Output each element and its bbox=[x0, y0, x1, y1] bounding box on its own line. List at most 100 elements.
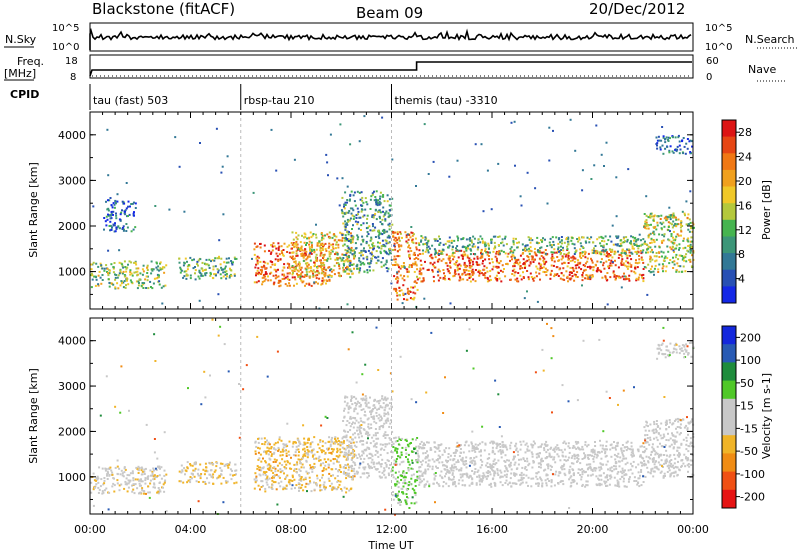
echo-cell bbox=[318, 447, 321, 450]
echo-cell bbox=[390, 259, 393, 261]
freq-label: Freq. bbox=[17, 55, 44, 68]
echo-cell bbox=[379, 217, 381, 220]
freq-tick-bottom: 8 bbox=[70, 72, 76, 83]
echo-cell bbox=[608, 248, 611, 251]
echo-cell bbox=[529, 261, 532, 264]
echo-cell bbox=[339, 231, 342, 234]
echo-cell bbox=[350, 400, 353, 402]
echo-cell bbox=[677, 223, 680, 226]
echo-cell bbox=[220, 266, 223, 269]
echo-cell bbox=[277, 469, 280, 472]
echo-cell bbox=[394, 236, 397, 239]
echo-cell bbox=[613, 468, 616, 471]
echo-cell bbox=[124, 483, 127, 486]
echo-cell bbox=[442, 277, 445, 280]
echo-cell bbox=[339, 480, 342, 483]
echo-cell bbox=[574, 455, 576, 458]
echo-cell bbox=[689, 246, 692, 248]
echo-cell bbox=[330, 482, 333, 485]
echo-cell bbox=[335, 243, 338, 246]
echo-cell bbox=[174, 136, 177, 139]
echo-cell bbox=[90, 268, 93, 271]
echo-cell bbox=[119, 219, 122, 222]
echo-cell bbox=[510, 255, 513, 258]
echo-cell bbox=[93, 275, 96, 278]
echo-cell bbox=[397, 476, 399, 479]
echo-cell bbox=[307, 267, 310, 270]
echo-cell bbox=[610, 240, 613, 243]
echo-cell bbox=[391, 469, 394, 472]
echo-cell bbox=[367, 406, 370, 409]
echo-cell bbox=[521, 478, 524, 481]
echo-cell bbox=[258, 466, 260, 469]
power-echoes bbox=[90, 115, 695, 310]
echo-cell bbox=[351, 423, 354, 425]
echo-cell bbox=[347, 449, 350, 452]
echo-cell bbox=[618, 245, 621, 247]
echo-cell bbox=[676, 145, 679, 148]
echo-cell bbox=[314, 264, 316, 267]
echo-cell bbox=[267, 275, 269, 278]
echo-cell bbox=[365, 432, 368, 435]
echo-cell bbox=[517, 263, 520, 266]
echo-cell bbox=[277, 279, 280, 282]
echo-cell bbox=[468, 277, 471, 279]
echo-cell bbox=[345, 268, 348, 271]
echo-cell bbox=[362, 201, 365, 204]
echo-cell bbox=[184, 257, 187, 260]
colorbar-segment bbox=[722, 269, 736, 287]
echo-cell bbox=[375, 203, 378, 206]
echo-cell bbox=[471, 272, 474, 275]
echo-cell bbox=[408, 264, 411, 267]
echo-cell bbox=[536, 472, 539, 475]
echo-cell bbox=[546, 245, 549, 247]
echo-cell bbox=[341, 451, 343, 453]
echo-cell bbox=[437, 253, 440, 255]
echo-cell bbox=[122, 229, 125, 232]
echo-cell bbox=[116, 200, 119, 203]
echo-cell bbox=[623, 275, 626, 278]
echo-cell bbox=[385, 434, 387, 437]
echo-cell bbox=[620, 255, 623, 258]
echo-cell bbox=[398, 245, 400, 248]
echo-cell bbox=[329, 253, 332, 255]
echo-cell bbox=[298, 489, 300, 492]
echo-cell bbox=[438, 243, 441, 246]
echo-cell bbox=[273, 245, 276, 248]
echo-cell bbox=[328, 231, 331, 234]
echo-cell bbox=[106, 267, 109, 270]
echo-cell bbox=[286, 245, 289, 248]
echo-cell bbox=[471, 268, 474, 271]
date-title: 20/Dec/2012 bbox=[589, 0, 685, 18]
velocity-echoes bbox=[90, 318, 695, 516]
echo-cell bbox=[419, 478, 422, 481]
echo-cell bbox=[277, 268, 279, 271]
echo-cell bbox=[379, 195, 382, 198]
echo-cell bbox=[103, 477, 106, 479]
echo-cell bbox=[341, 239, 344, 242]
echo-cell bbox=[298, 479, 301, 482]
echo-cell bbox=[339, 444, 342, 447]
echo-cell bbox=[422, 444, 425, 447]
echo-cell bbox=[409, 483, 412, 486]
echo-cell bbox=[340, 209, 343, 212]
echo-cell bbox=[151, 287, 154, 290]
echo-cell bbox=[526, 244, 529, 247]
echo-cell bbox=[384, 263, 387, 266]
echo-cell bbox=[345, 252, 348, 255]
echo-cell bbox=[422, 243, 425, 246]
echo-cell bbox=[347, 211, 350, 214]
echo-cell bbox=[92, 472, 95, 475]
echo-cell bbox=[346, 402, 349, 405]
echo-cell bbox=[591, 274, 594, 277]
echo-cell bbox=[183, 270, 186, 273]
echo-cell bbox=[671, 223, 673, 226]
echo-cell bbox=[524, 451, 527, 454]
echo-cell bbox=[524, 247, 527, 250]
echo-cell bbox=[352, 476, 354, 479]
echo-cell bbox=[303, 441, 306, 444]
echo-cell bbox=[339, 257, 342, 260]
echo-cell bbox=[218, 474, 221, 477]
echo-cell bbox=[400, 289, 403, 292]
echo-cell bbox=[557, 248, 560, 251]
